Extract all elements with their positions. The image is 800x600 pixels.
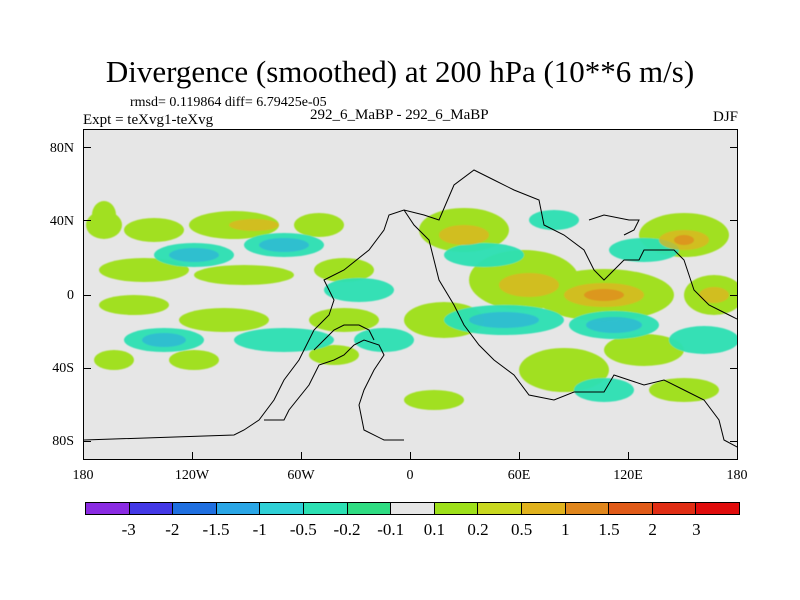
experiment-label: Expt = teXvg1-teXvg <box>83 112 214 128</box>
colorbar-box <box>173 503 217 514</box>
colorbar-box <box>260 503 304 514</box>
x-label-120e: 120E <box>613 468 643 483</box>
colorbar-box <box>347 503 392 514</box>
colorbar-label: 0.5 <box>511 520 533 539</box>
season-label: DJF <box>712 109 738 125</box>
coastline <box>84 169 737 448</box>
colorbar-label: 0.2 <box>467 520 489 539</box>
colorbar-box <box>565 503 610 514</box>
x-label-180w: 180 <box>72 468 94 483</box>
colorbar-label: 3 <box>692 520 701 539</box>
colorbar-box <box>609 503 653 514</box>
colorbar-box <box>303 503 348 514</box>
x-label-60e: 60E <box>507 468 531 483</box>
y-label-40n: 40N <box>49 214 74 229</box>
y-label-0: 0 <box>67 288 74 303</box>
x-label-60w: 60W <box>287 468 315 483</box>
y-label-80n: 80N <box>49 141 74 156</box>
colorbar-label: 1.5 <box>598 520 620 539</box>
colorbar-box <box>129 503 174 514</box>
colorbar-box <box>696 503 739 514</box>
map-field <box>84 169 737 448</box>
colorbar-label: -0.5 <box>289 520 317 539</box>
colorbar-box <box>478 503 522 514</box>
colorbar-label: 1 <box>561 520 570 539</box>
colorbar-label: -0.1 <box>377 520 405 539</box>
stats-text: rmsd= 0.119864 diff= 6.79425e-05 <box>130 95 327 110</box>
colorbar-label: -1 <box>252 520 267 539</box>
colorbar <box>85 502 740 515</box>
colorbar-label: -0.2 <box>333 520 361 539</box>
x-label-180e: 180 <box>726 468 748 483</box>
colorbar-box <box>652 503 697 514</box>
plot-title: Divergence (smoothed) at 200 hPa (10**6 … <box>105 54 695 89</box>
colorbar-label: 2 <box>648 520 657 539</box>
colorbar-box <box>434 503 479 514</box>
positive-contours <box>86 201 737 410</box>
x-label-0: 0 <box>406 468 414 483</box>
y-label-40s: 40S <box>52 361 74 376</box>
map-panel <box>83 129 738 460</box>
colorbar-box <box>391 503 435 514</box>
colorbar-label: -3 <box>121 520 136 539</box>
colorbar-label: -1.5 <box>202 520 230 539</box>
colorbar-label: 0.1 <box>423 520 445 539</box>
colorbar-box <box>216 503 261 514</box>
y-label-80s: 80S <box>52 434 74 449</box>
case-label: 292_6_MaBP - 292_6_MaBP <box>310 107 489 123</box>
colorbar-box <box>521 503 566 514</box>
x-label-120w: 120W <box>174 468 210 483</box>
colorbar-box <box>86 503 130 514</box>
colorbar-label: -2 <box>165 520 180 539</box>
